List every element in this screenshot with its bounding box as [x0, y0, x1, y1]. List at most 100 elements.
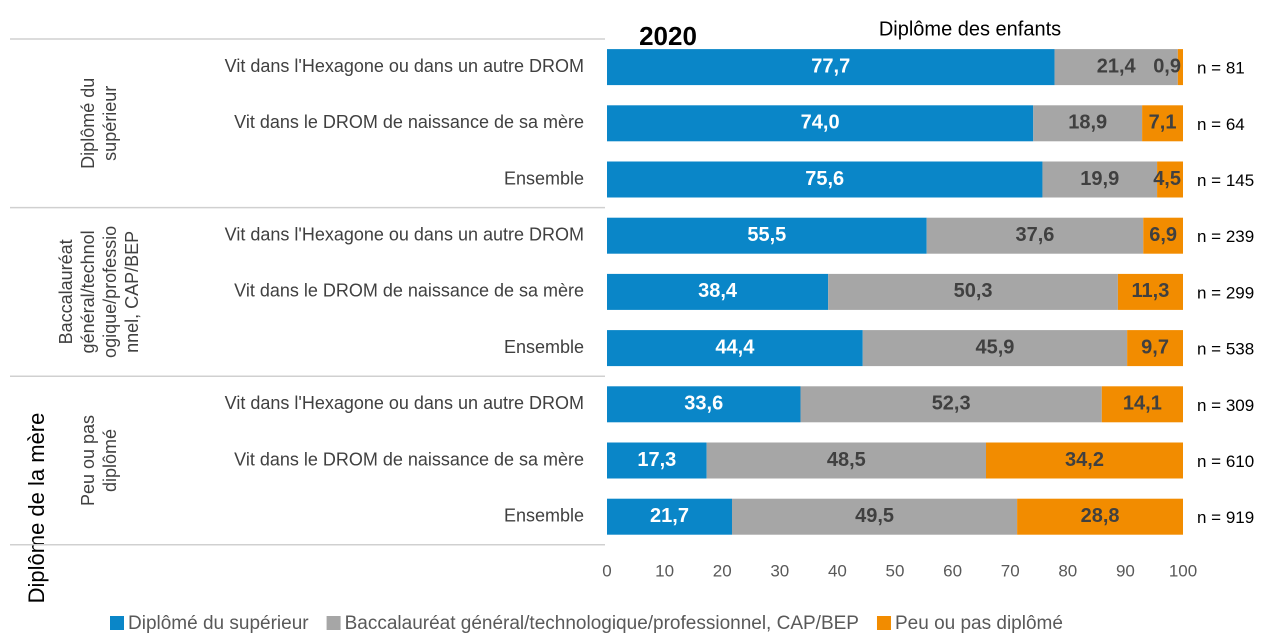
n-annotation: n = 309: [1197, 396, 1254, 415]
category-label: Vit dans le DROM de naissance de sa mère: [234, 112, 584, 132]
n-annotation: n = 610: [1197, 452, 1254, 471]
bar-segment: [607, 217, 927, 254]
legend-label: Peu ou pas diplômé: [895, 613, 1063, 634]
data-label: 9,7: [1141, 336, 1169, 358]
x-tick-label: 10: [655, 561, 674, 580]
bar-segment: [607, 498, 732, 535]
bar-segment: [607, 49, 1055, 86]
bar-segment: [1017, 498, 1183, 535]
bar-segment: [1033, 105, 1143, 142]
data-label: 37,6: [1015, 224, 1054, 246]
bar-segment: [731, 498, 1018, 535]
bar-segment: [706, 442, 987, 479]
category-label: Vit dans le DROM de naissance de sa mère: [234, 281, 584, 301]
legend-swatch: [110, 616, 124, 630]
group-label-line: Diplômé du: [78, 78, 98, 169]
group-label-line: Peu ou pas: [78, 415, 98, 506]
bar-segment: [607, 386, 801, 423]
group-label: Baccalauréat général/technol ogique/profes…: [56, 226, 142, 358]
data-label: 19,9: [1080, 168, 1119, 190]
group-label: Diplômé du supérieur: [78, 78, 120, 169]
bar-segment: [607, 330, 863, 367]
bar-segment: [1101, 386, 1183, 423]
bar-segment: [862, 330, 1128, 367]
data-label: 45,9: [975, 336, 1014, 358]
x-tick-label: 30: [770, 561, 789, 580]
legend-swatch: [326, 616, 341, 630]
bar-segment: [1117, 273, 1183, 310]
data-label: 74,0: [801, 112, 840, 134]
category-label: Ensemble: [504, 168, 584, 188]
n-annotation: n = 145: [1197, 171, 1254, 190]
bar-segment: [1042, 161, 1158, 198]
data-label: 50,3: [954, 280, 993, 302]
group-label: Peu ou pas diplômé: [78, 415, 120, 506]
data-label: 6,9: [1149, 224, 1177, 246]
group-label-line: général/technol: [78, 230, 98, 353]
x-tick-label: 70: [1001, 561, 1020, 580]
data-label: 7,1: [1149, 112, 1177, 134]
bar-segment: [800, 386, 1102, 423]
category-label: Ensemble: [504, 505, 584, 525]
data-label: 4,5: [1153, 168, 1181, 190]
x-tick-label: 50: [886, 561, 905, 580]
category-label: Vit dans le DROM de naissance de sa mère: [234, 449, 584, 469]
category-label: Vit dans l'Hexagone ou dans un autre DRO…: [225, 393, 584, 413]
data-label: 11,3: [1132, 280, 1170, 302]
category-label: Vit dans l'Hexagone ou dans un autre DRO…: [225, 224, 584, 244]
chart-title: 2020: [639, 21, 697, 51]
data-label: 21,4: [1097, 55, 1137, 77]
data-label: 44,4: [715, 336, 755, 358]
group-label-line: ogique/professio: [100, 226, 120, 358]
data-label: 48,5: [827, 449, 866, 471]
n-annotation: n = 538: [1197, 340, 1254, 359]
data-label: 21,7: [650, 505, 689, 527]
bar-segment: [607, 273, 829, 310]
data-label: 28,8: [1081, 505, 1120, 527]
data-label: 38,4: [698, 280, 738, 302]
x-tick-label: 80: [1058, 561, 1077, 580]
category-label: Ensemble: [504, 337, 584, 357]
bar-segment: [607, 105, 1034, 142]
bar-segment: [986, 442, 1183, 479]
data-label: 77,7: [811, 55, 850, 77]
x-tick-label: 40: [828, 561, 847, 580]
n-annotation: n = 239: [1197, 227, 1254, 246]
x-tick-label: 60: [943, 561, 962, 580]
group-label-line: Baccalauréat: [56, 239, 76, 344]
group-label-line: supérieur: [100, 86, 120, 161]
data-label: 14,1: [1123, 393, 1162, 415]
n-annotation: n = 299: [1197, 283, 1254, 302]
n-annotation: n = 919: [1197, 508, 1254, 527]
bar-segment: [828, 273, 1118, 310]
bar-segment: [1177, 49, 1183, 86]
data-label: 34,2: [1065, 449, 1104, 471]
bar-segment: [607, 442, 707, 479]
x-tick-label: 20: [713, 561, 732, 580]
data-label: 55,5: [747, 224, 786, 246]
data-label: 49,5: [855, 505, 894, 527]
bar-segment: [1054, 49, 1178, 86]
bar-segment: [1157, 161, 1183, 198]
bar-segment: [1127, 330, 1183, 367]
n-annotation: n = 81: [1197, 59, 1245, 78]
x-tick-label: 90: [1116, 561, 1135, 580]
bar-segment: [607, 161, 1043, 198]
bar-segment: [1142, 105, 1183, 142]
series-title: Diplôme des enfants: [879, 18, 1061, 40]
bar-segment: [926, 217, 1144, 254]
group-label-line: nnel, CAP/BEP: [122, 231, 142, 353]
legend-label: Baccalauréat général/technologique/profe…: [345, 613, 859, 634]
bar-segment: [1143, 217, 1183, 254]
category-label: Vit dans l'Hexagone ou dans un autre DRO…: [225, 56, 584, 76]
data-label: 33,6: [684, 393, 723, 415]
data-label: 0,9: [1153, 55, 1181, 77]
n-annotation: n = 64: [1197, 115, 1245, 134]
data-label: 18,9: [1068, 112, 1107, 134]
data-label: 52,3: [932, 393, 971, 415]
x-tick-label: 100: [1169, 561, 1197, 580]
group-label-line: diplômé: [100, 429, 120, 492]
data-label: 17,3: [637, 449, 676, 471]
x-tick-label: 0: [602, 561, 611, 580]
